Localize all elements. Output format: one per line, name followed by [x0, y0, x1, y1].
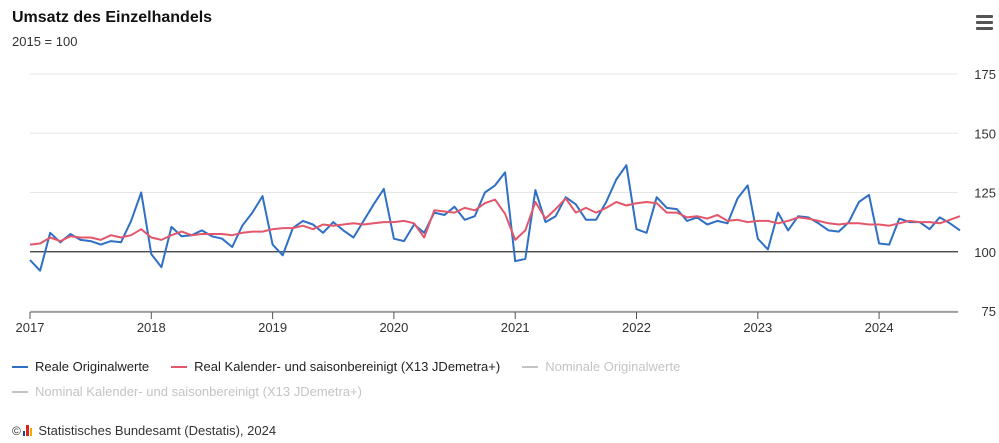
x-tick-label: 2022	[622, 320, 651, 335]
x-tick-label: 2020	[379, 320, 408, 335]
chart-legend: Reale Originalwerte Real Kalender- und sa…	[12, 353, 972, 403]
series-line-2	[29, 197, 961, 246]
chart-title: Umsatz des Einzelhandels	[12, 9, 213, 26]
x-tick-label: 2019	[258, 320, 287, 335]
x-tick-label: 2021	[501, 320, 530, 335]
x-tick-label: 2018	[137, 320, 166, 335]
credits: © Statistisches Bundesamt (Destatis), 20…	[12, 423, 276, 438]
hamburger-menu-icon[interactable]	[974, 12, 996, 32]
destatis-logo-icon	[22, 425, 34, 436]
legend-label: Nominal Kalender- und saisonbereinigt (X…	[35, 384, 362, 399]
legend-item-1[interactable]: Reale Originalwerte	[12, 356, 149, 378]
x-tick-label: 2017	[16, 320, 45, 335]
chart-subtitle: 2015 = 100	[12, 34, 78, 49]
legend-swatch	[522, 366, 539, 368]
series-line-1	[29, 164, 961, 272]
y-tick-label: 175	[974, 67, 996, 82]
legend-label: Real Kalender- und saisonbereinigt (X13 …	[194, 359, 501, 374]
y-tick-label: 75	[982, 304, 996, 319]
credits-text[interactable]: Statistisches Bundesamt (Destatis), 2024	[38, 423, 277, 438]
line-chart: 75 100 125 150 175 2017 2018 2019 2020 2021 2022 20…	[16, 67, 996, 335]
legend-item-4[interactable]: Nominal Kalender- und saisonbereinigt (X…	[12, 381, 362, 403]
legend-item-2[interactable]: Real Kalender- und saisonbereinigt (X13 …	[171, 356, 500, 378]
legend-item-3[interactable]: Nominale Originalwerte	[522, 356, 680, 378]
legend-swatch	[12, 366, 28, 368]
y-tick-label: 125	[974, 186, 996, 201]
legend-label: Nominale Originalwerte	[545, 359, 681, 374]
legend-swatch	[12, 391, 28, 393]
legend-swatch	[171, 366, 188, 368]
x-tick-label: 2024	[865, 320, 894, 335]
legend-label: Reale Originalwerte	[35, 359, 150, 374]
y-tick-label: 100	[974, 245, 996, 260]
y-tick-label: 150	[974, 126, 996, 141]
copyright-icon: ©	[12, 423, 21, 438]
x-tick-label: 2023	[743, 320, 772, 335]
